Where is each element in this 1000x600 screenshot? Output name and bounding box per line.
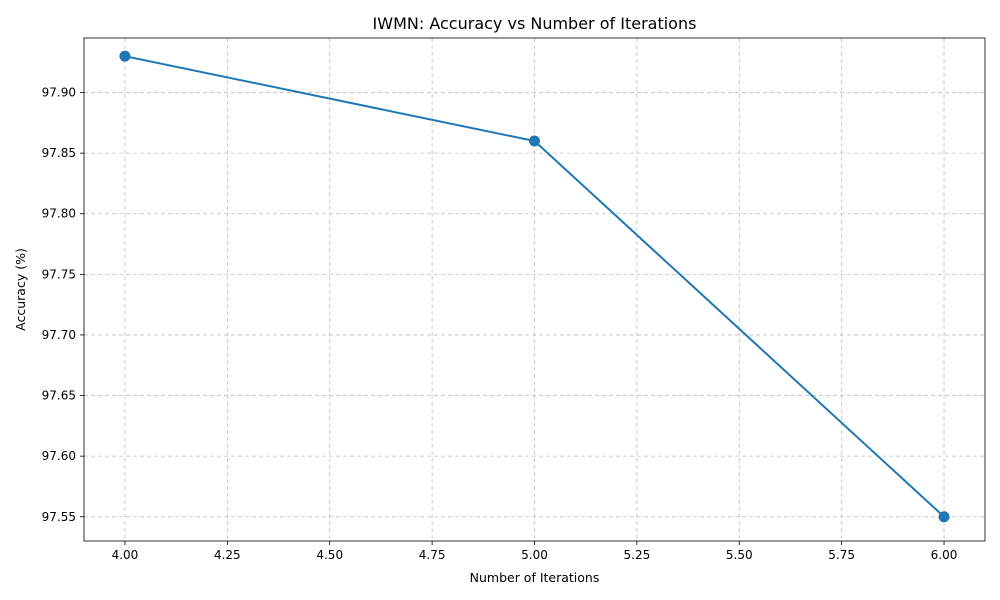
y-tick-label: 97.55 [42,510,76,524]
y-tick-label: 97.90 [42,86,76,100]
x-tick-label: 4.75 [419,548,446,562]
data-point [119,50,131,62]
y-tick-label: 97.80 [42,207,76,221]
x-tick-label: 4.50 [316,548,343,562]
x-tick-label: 5.75 [828,548,855,562]
x-axis-label: Number of Iterations [470,570,600,585]
y-tick-label: 97.75 [42,267,76,281]
x-tick-label: 4.00 [112,548,139,562]
y-axis-label: Accuracy (%) [13,248,28,331]
y-tick-label: 97.85 [42,146,76,160]
x-tick-label: 5.50 [726,548,753,562]
x-tick-label: 4.25 [214,548,241,562]
data-point [529,135,540,147]
grid [84,38,985,541]
y-tick-label: 97.65 [42,389,76,403]
y-tick-label: 97.70 [42,328,76,342]
data-point [938,511,950,523]
series [119,50,950,523]
y-tick-label: 97.60 [42,449,76,463]
x-tick-label: 5.25 [624,548,651,562]
axis-ticks: 4.00 4.25 4.50 4.75 5.00 5.25 5.50 5.75 6.00 97.5… [42,86,958,562]
x-tick-label: 5.00 [521,548,548,562]
x-tick-label: 6.00 [931,548,958,562]
chart-title: IWMN: Accuracy vs Number of Iterations [373,14,697,33]
plot-frame [83,37,986,542]
